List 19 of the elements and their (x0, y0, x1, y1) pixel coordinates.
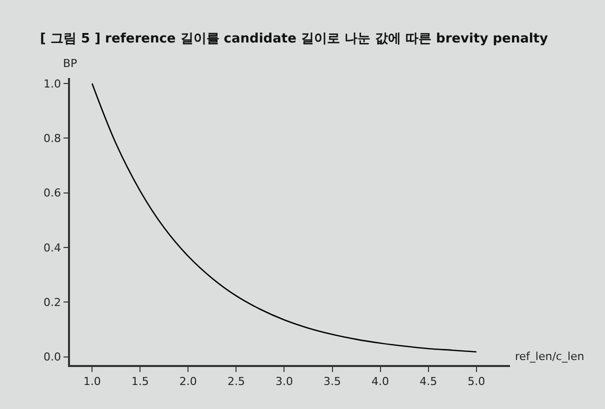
x-tick-label: 4.5 (420, 374, 438, 388)
y-tick-label: 0.6 (44, 186, 62, 200)
x-tick-label: 2.0 (179, 374, 197, 388)
y-tick-label: 0.8 (44, 132, 62, 145)
y-tick-label: 1.0 (44, 77, 62, 90)
x-tick-label: 3.0 (275, 374, 293, 388)
x-tick-label: 2.5 (227, 374, 245, 388)
y-tick-label: 0.4 (44, 241, 62, 254)
x-tick-label: 1.0 (83, 374, 101, 388)
y-tick-label: 0.0 (44, 350, 62, 364)
y-axis-title: BP (63, 57, 78, 70)
x-axis-title: ref_len/c_len (515, 350, 584, 363)
x-tick-label: 1.5 (131, 374, 149, 388)
chart-title: [ 그림 5 ] reference 길이를 candidate 길이로 나눈 값에 따른 brevity penalty (40, 32, 549, 47)
x-tick-label: 5.0 (468, 374, 486, 388)
x-tick-label: 3.5 (324, 374, 342, 388)
line-series (91, 82, 478, 353)
x-tick-label: 4.0 (372, 374, 390, 388)
y-tick-label: 0.2 (44, 296, 62, 309)
